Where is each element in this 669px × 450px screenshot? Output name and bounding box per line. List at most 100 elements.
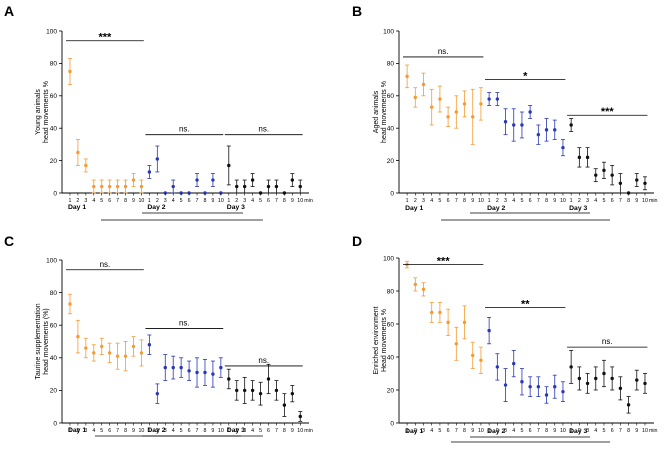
y-tick-label: 40 bbox=[50, 355, 58, 362]
y-tick-label: 0 bbox=[53, 190, 57, 197]
data-point bbox=[171, 184, 175, 189]
data-point bbox=[227, 377, 231, 381]
x-tick-label: 1 bbox=[148, 428, 151, 434]
data-point bbox=[250, 388, 255, 393]
x-tick-label: 5 bbox=[520, 428, 523, 434]
data-point bbox=[298, 414, 302, 419]
x-tick-label: 2 bbox=[76, 198, 79, 204]
y-tick-label: 60 bbox=[50, 323, 58, 330]
series-old: 1 2 3 4 5 6 7 8 9 10 bbox=[569, 349, 648, 434]
x-tick-label: 1 bbox=[68, 428, 71, 434]
y-tick-label: 20 bbox=[387, 387, 395, 394]
y-axis-label-group: Aged animals head movements % bbox=[373, 81, 388, 143]
x-tick-label: 2 bbox=[156, 198, 159, 204]
y-axis-label-line2: head movements (%) bbox=[43, 308, 50, 375]
data-point bbox=[553, 128, 557, 132]
y-axis-label-group: Young animals head movements % bbox=[35, 81, 50, 143]
x-tick-label: 1 bbox=[227, 198, 230, 204]
data-point bbox=[618, 181, 623, 185]
data-point bbox=[594, 376, 598, 381]
data-point bbox=[258, 391, 263, 396]
y-tick-label: 40 bbox=[387, 126, 395, 133]
data-point bbox=[430, 105, 434, 109]
x-tick-label: 3 bbox=[504, 198, 507, 204]
data-point bbox=[520, 380, 524, 384]
data-point bbox=[438, 310, 442, 315]
data-point bbox=[84, 346, 88, 350]
data-point bbox=[242, 184, 247, 189]
y-tick-label: 20 bbox=[50, 388, 58, 395]
x-tick-label: 2 bbox=[414, 198, 417, 204]
data-point bbox=[618, 386, 623, 391]
data-point bbox=[520, 123, 524, 127]
data-point bbox=[446, 320, 450, 325]
data-point bbox=[643, 181, 647, 185]
data-point bbox=[561, 389, 565, 394]
x-tick-label: 6 bbox=[447, 198, 450, 204]
x-tick-label: 9 bbox=[635, 428, 638, 434]
x-tick-label: 3 bbox=[422, 428, 425, 434]
data-point bbox=[462, 320, 467, 325]
x-tick-label: 2 bbox=[496, 198, 499, 204]
series-old: 1 2 3 4 5 6 7 8 9 10 bbox=[226, 363, 303, 434]
x-tick-label: 7 bbox=[619, 198, 622, 204]
data-point bbox=[139, 351, 144, 355]
x-tick-label: 2 bbox=[578, 198, 581, 204]
x-tick-label: 1 bbox=[227, 428, 230, 434]
data-point bbox=[495, 97, 500, 101]
data-point bbox=[131, 178, 136, 182]
y-axis-label-line1: Enriched environment bbox=[373, 306, 380, 374]
day-label: Day 3 bbox=[569, 428, 587, 435]
day-label: Day 3 bbox=[227, 204, 245, 211]
significance-label: *** bbox=[437, 256, 451, 268]
y-tick-label: 0 bbox=[53, 420, 57, 427]
data-point bbox=[100, 184, 104, 189]
day-label: Day 1 bbox=[68, 204, 86, 211]
y-tick-label: 0 bbox=[390, 420, 394, 427]
x-tick-label: 4 bbox=[251, 428, 254, 434]
x-tick-label: 5 bbox=[602, 198, 605, 204]
series-young: 1 2 3 4 5 6 7 8 9 10 bbox=[67, 58, 144, 204]
x-tick-label: 8 bbox=[545, 428, 548, 434]
x-tick-label: 1 bbox=[148, 198, 151, 204]
data-point bbox=[115, 354, 120, 358]
data-point bbox=[227, 163, 231, 168]
x-tick-label: 3 bbox=[164, 428, 167, 434]
x-tick-label: 6 bbox=[529, 428, 532, 434]
panel-a: A 0 20 40 60 80 100 Young animals head movements… bbox=[4, 3, 313, 221]
x-tick-label: 7 bbox=[619, 428, 622, 434]
data-point bbox=[413, 282, 418, 287]
y-tick-label: 20 bbox=[387, 158, 395, 165]
day-label: Day 2 bbox=[487, 428, 505, 435]
y-tick-label: 100 bbox=[383, 28, 394, 35]
y-tick-label: 40 bbox=[387, 354, 395, 361]
x-tick-label: 10 bbox=[218, 428, 224, 434]
y-tick-label: 0 bbox=[390, 190, 394, 197]
x-tick-label: 5 bbox=[100, 198, 103, 204]
data-point bbox=[195, 178, 199, 182]
x-tick-label: 4 bbox=[172, 428, 175, 434]
data-point bbox=[594, 173, 598, 177]
x-tick-label: 6 bbox=[447, 428, 450, 434]
y-tick-label: 80 bbox=[50, 61, 58, 68]
x-tick-label: 4 bbox=[430, 428, 433, 434]
significance-label: ns. bbox=[179, 125, 190, 134]
x-tick-label: 7 bbox=[537, 428, 540, 434]
series-mid: 1 2 3 4 5 6 7 8 9 10 bbox=[147, 145, 224, 204]
y-axis-label-line1: Aged animals bbox=[373, 90, 380, 133]
panel-letter: C bbox=[4, 233, 14, 249]
x-tick-label: 8 bbox=[203, 428, 206, 434]
data-point bbox=[528, 110, 532, 114]
x-tick-label: 1 bbox=[570, 428, 573, 434]
significance-label: * bbox=[523, 71, 528, 83]
y-axis-label-group: Enriched environment Head movements % bbox=[373, 306, 388, 374]
x-tick-label: 8 bbox=[463, 198, 466, 204]
x-tick-label: 1 bbox=[406, 198, 409, 204]
x-tick-label: 2 bbox=[414, 428, 417, 434]
y-axis-label-line2: head movements % bbox=[43, 81, 50, 143]
panel-letter: B bbox=[352, 3, 362, 19]
significance-label: ns. bbox=[100, 260, 111, 269]
data-point bbox=[487, 328, 491, 333]
x-tick-label: 2 bbox=[235, 428, 238, 434]
x-tick-label: 9 bbox=[132, 428, 135, 434]
